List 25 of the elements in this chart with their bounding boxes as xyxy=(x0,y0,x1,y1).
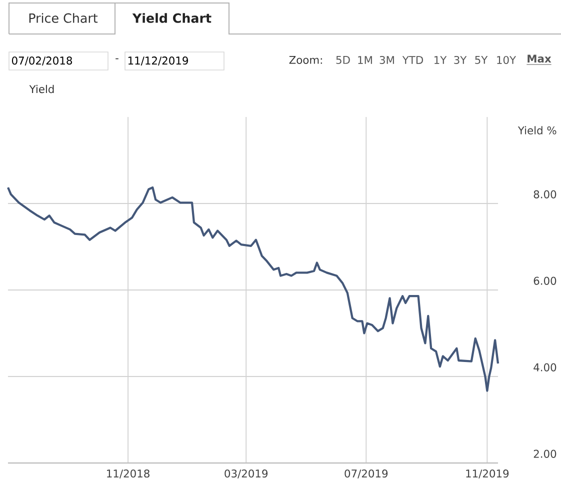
y-tick-label: 8.00 xyxy=(534,190,556,198)
y-axis-title: Yield % xyxy=(518,126,556,134)
text: 5D xyxy=(336,56,350,64)
x-tick-label: 07/2019 xyxy=(344,469,388,478)
text: 10Y xyxy=(497,56,516,64)
text: Max xyxy=(528,54,552,63)
x-tick-label: 03/2019 xyxy=(224,469,268,478)
text: 07/02/2018 xyxy=(12,56,72,66)
text: Zoom: xyxy=(289,56,322,64)
text: 3M xyxy=(380,56,394,64)
text: 5Y xyxy=(475,56,488,64)
text: 11/12/2019 xyxy=(128,56,188,66)
text: YTD xyxy=(402,56,424,64)
text: Yield xyxy=(29,84,54,94)
y-tick-label: 6.00 xyxy=(534,276,556,285)
y-tick-label: 2.00 xyxy=(534,450,556,458)
x-tick-label: 11/2018 xyxy=(107,469,150,478)
text: 3Y xyxy=(454,56,467,64)
text: Price Chart xyxy=(29,13,98,23)
text: 1M xyxy=(358,56,372,64)
text: Yield Chart xyxy=(132,13,212,23)
text: - xyxy=(116,58,118,60)
text: 1Y xyxy=(434,56,447,64)
x-tick-label: 11/2019 xyxy=(466,469,509,478)
y-tick-label: 4.00 xyxy=(534,363,556,372)
